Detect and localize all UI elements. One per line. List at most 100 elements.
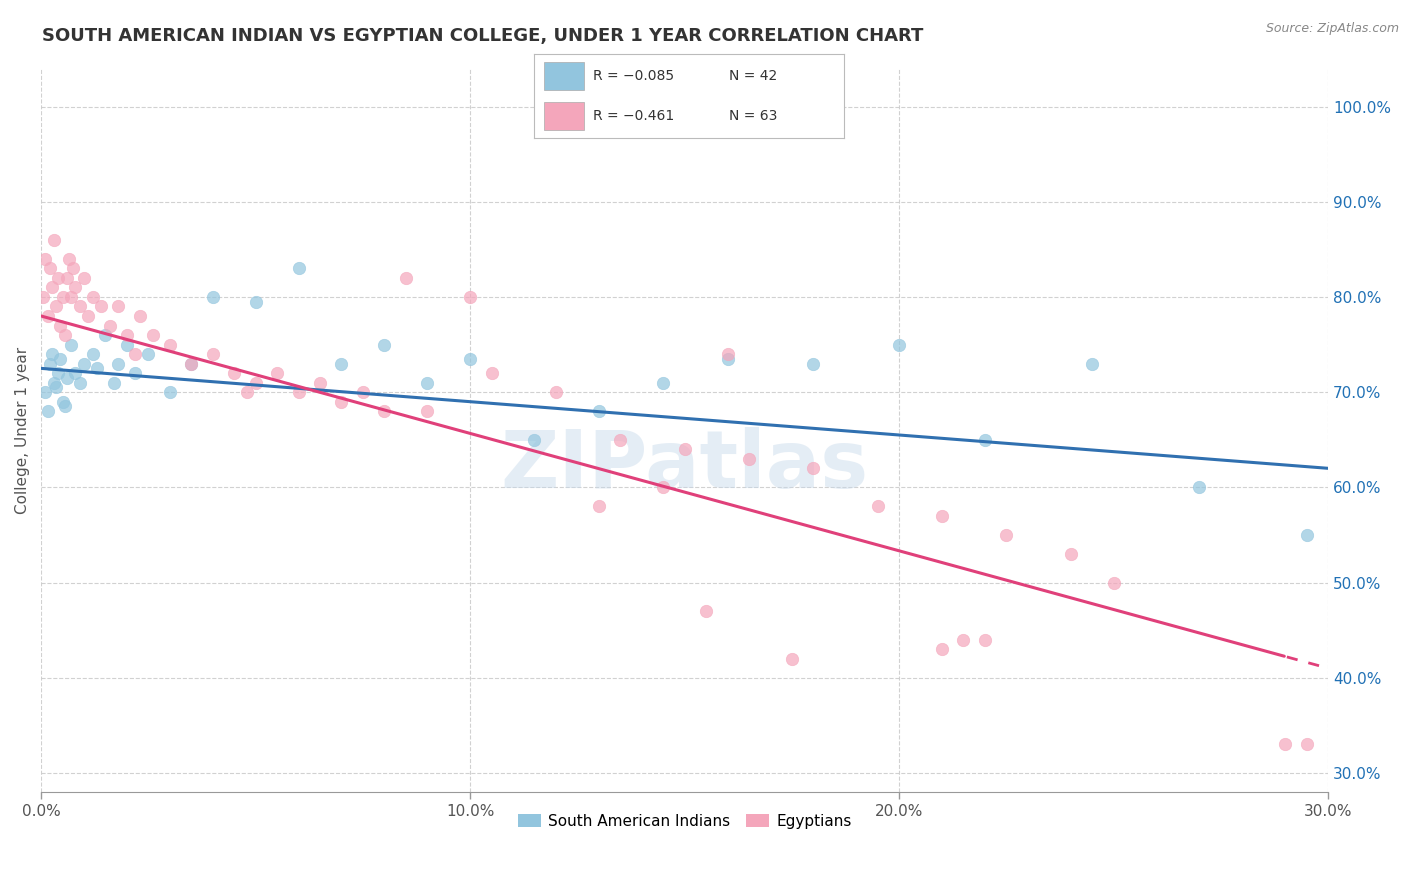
- Point: [53, 328, 76, 343]
- Point: [69, 376, 91, 390]
- Point: [416, 404, 439, 418]
- Point: [41, 280, 63, 294]
- Point: [245, 294, 267, 309]
- Point: [609, 433, 631, 447]
- Point: [51, 394, 73, 409]
- Point: [652, 376, 675, 390]
- Point: [51, 290, 73, 304]
- Point: [523, 433, 546, 447]
- Point: [974, 632, 997, 647]
- Point: [416, 376, 439, 390]
- Point: [287, 385, 309, 400]
- Point: [60, 290, 83, 304]
- Text: R = −0.461: R = −0.461: [593, 109, 675, 123]
- FancyBboxPatch shape: [544, 102, 583, 130]
- Point: [138, 347, 160, 361]
- Point: [952, 632, 974, 647]
- Point: [180, 357, 202, 371]
- Point: [458, 351, 481, 366]
- Point: [330, 394, 353, 409]
- Point: [34, 252, 56, 266]
- FancyBboxPatch shape: [544, 62, 583, 90]
- Text: Source: ZipAtlas.com: Source: ZipAtlas.com: [1265, 22, 1399, 36]
- Point: [201, 347, 224, 361]
- Point: [38, 357, 60, 371]
- Point: [90, 300, 112, 314]
- Point: [159, 337, 181, 351]
- Point: [77, 309, 100, 323]
- Point: [373, 404, 395, 418]
- Point: [458, 290, 481, 304]
- Point: [65, 280, 87, 294]
- Point: [673, 442, 696, 457]
- Point: [62, 261, 84, 276]
- Point: [159, 385, 181, 400]
- Text: N = 63: N = 63: [730, 109, 778, 123]
- Point: [94, 328, 117, 343]
- Point: [56, 371, 79, 385]
- Point: [142, 328, 165, 343]
- Point: [224, 366, 246, 380]
- Point: [56, 271, 79, 285]
- Point: [309, 376, 332, 390]
- Point: [695, 604, 717, 618]
- Point: [245, 376, 267, 390]
- Point: [82, 347, 104, 361]
- Point: [801, 461, 824, 475]
- Point: [801, 357, 824, 371]
- Point: [544, 385, 567, 400]
- Point: [42, 233, 65, 247]
- Point: [180, 357, 202, 371]
- Point: [995, 528, 1018, 542]
- Point: [330, 357, 353, 371]
- Point: [38, 261, 60, 276]
- Point: [82, 290, 104, 304]
- Legend: South American Indians, Egyptians: South American Indians, Egyptians: [512, 807, 858, 835]
- Point: [716, 351, 738, 366]
- Point: [49, 351, 72, 366]
- Point: [45, 300, 67, 314]
- Point: [128, 309, 150, 323]
- Point: [65, 366, 87, 380]
- Point: [60, 337, 83, 351]
- Point: [373, 337, 395, 351]
- Point: [46, 271, 69, 285]
- Point: [201, 290, 224, 304]
- Point: [481, 366, 503, 380]
- Point: [1295, 528, 1317, 542]
- Point: [53, 400, 76, 414]
- Point: [107, 300, 129, 314]
- Point: [1102, 575, 1125, 590]
- Point: [866, 500, 889, 514]
- Point: [46, 366, 69, 380]
- Point: [49, 318, 72, 333]
- Point: [287, 261, 309, 276]
- Point: [931, 642, 953, 657]
- Point: [42, 376, 65, 390]
- Point: [37, 309, 59, 323]
- Text: SOUTH AMERICAN INDIAN VS EGYPTIAN COLLEGE, UNDER 1 YEAR CORRELATION CHART: SOUTH AMERICAN INDIAN VS EGYPTIAN COLLEG…: [42, 27, 924, 45]
- Point: [780, 651, 803, 665]
- Point: [352, 385, 374, 400]
- Y-axis label: College, Under 1 year: College, Under 1 year: [15, 347, 30, 514]
- Point: [1188, 480, 1211, 494]
- Point: [115, 337, 138, 351]
- Point: [395, 271, 418, 285]
- Point: [98, 318, 121, 333]
- Point: [974, 433, 997, 447]
- Point: [73, 271, 96, 285]
- Text: ZIPatlas: ZIPatlas: [501, 427, 869, 506]
- Point: [1274, 737, 1296, 751]
- Point: [115, 328, 138, 343]
- Point: [1081, 357, 1104, 371]
- Point: [124, 347, 146, 361]
- Point: [266, 366, 288, 380]
- Point: [103, 376, 125, 390]
- Point: [1060, 547, 1083, 561]
- Point: [86, 361, 108, 376]
- Text: R = −0.085: R = −0.085: [593, 69, 673, 83]
- Point: [41, 347, 63, 361]
- Point: [1295, 737, 1317, 751]
- Point: [588, 500, 610, 514]
- Point: [124, 366, 146, 380]
